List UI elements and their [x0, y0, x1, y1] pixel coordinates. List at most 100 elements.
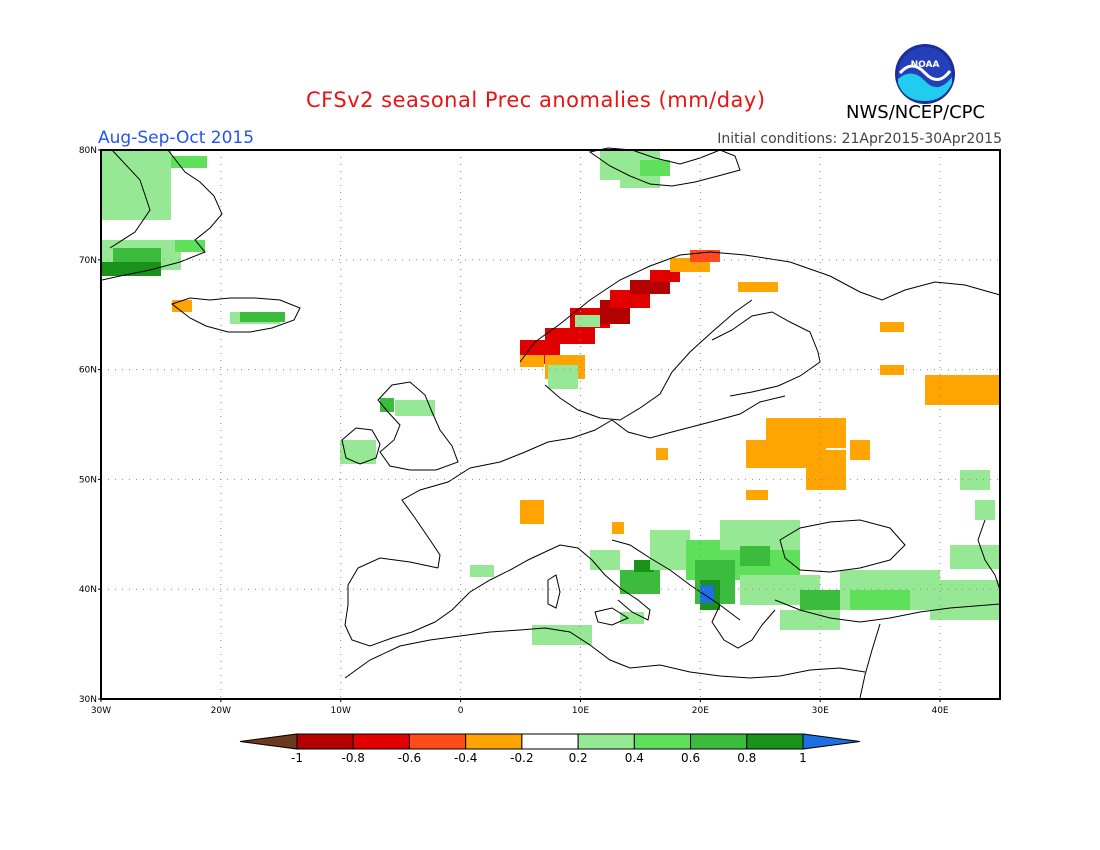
scandinavia-coast: [519, 251, 1001, 363]
anomaly-cell: [240, 312, 285, 322]
caspian-coast: [977, 519, 1001, 591]
lat-label: 70N: [79, 256, 97, 266]
adriatic-coast: [611, 539, 741, 621]
noaa-logo-text: NOAA: [911, 60, 940, 70]
plot-title: CFSv2 seasonal Prec anomalies (mm/day): [306, 88, 766, 112]
colorbar-arrow-right: [802, 733, 861, 750]
anomaly-cell: [806, 450, 846, 490]
lon-label: 40E: [931, 706, 948, 716]
lat-label: 60N: [79, 366, 97, 376]
anomaly-cells: [101, 150, 1000, 645]
black-sea-coast: [779, 519, 906, 573]
lon-label: 30E: [812, 706, 829, 716]
colorbar-label: 1: [799, 751, 807, 765]
colorbar-label: 0.4: [625, 751, 644, 765]
map-frame: [100, 149, 1001, 700]
lon-label: 10W: [331, 706, 351, 716]
anomaly-cell: [395, 400, 435, 416]
colorbar-box: [465, 733, 523, 750]
longitude-labels: 30W 20W 10W 0 10E 20E 30E 40E: [91, 699, 949, 716]
anomaly-cell: [850, 440, 870, 460]
anomaly-cell: [612, 522, 624, 534]
greenland-coast-inner: [109, 149, 151, 249]
anomaly-cell: [746, 490, 768, 500]
sweden-coast: [544, 299, 753, 421]
colorbar-box: [296, 733, 354, 750]
britain-coast: [377, 381, 459, 471]
lon-label: 20W: [211, 706, 231, 716]
agency-label: NWS/NCEP/CPC: [846, 102, 986, 123]
lon-label: 20E: [692, 706, 709, 716]
season-label: Aug-Sep-Oct 2015: [98, 128, 255, 148]
europe-west-coast: [469, 419, 613, 469]
anomaly-cell: [532, 625, 592, 645]
latitude-labels: 80N 70N 60N 50N 40N 30N: [79, 146, 101, 705]
anomaly-cell: [690, 250, 720, 262]
anomaly-cell: [620, 570, 660, 594]
initial-conditions-label: Initial conditions: 21Apr2015-30Apr2015: [717, 131, 1002, 147]
anomaly-cell: [575, 315, 600, 327]
anomaly-cell: [620, 178, 660, 188]
anomaly-cell: [380, 398, 394, 412]
anomaly-cell: [130, 190, 170, 220]
lat-label: 80N: [79, 146, 97, 156]
lon-label: 10E: [572, 706, 589, 716]
anomaly-cell: [738, 282, 778, 292]
colorbar-box: [690, 733, 748, 750]
colorbar-label: -0.8: [342, 751, 365, 765]
anomaly-cell: [700, 585, 714, 603]
colorbar-label: 0.6: [681, 751, 700, 765]
iceland-coast: [170, 297, 301, 333]
colorbar-box: [352, 733, 410, 750]
anomaly-cell: [634, 560, 654, 572]
gridlines: [101, 150, 1000, 699]
anomaly-cell: [520, 355, 544, 367]
anomaly-cell: [590, 550, 620, 570]
anomaly-cell: [172, 300, 192, 312]
lat-label: 50N: [79, 475, 97, 485]
anomaly-cell: [720, 520, 800, 550]
anomaly-cell: [880, 322, 904, 332]
africa-coast: [344, 627, 866, 679]
colorbar-label: 0.2: [569, 751, 588, 765]
lat-label: 30N: [79, 695, 97, 705]
coastlines: [101, 147, 1001, 699]
anomaly-cell: [470, 565, 494, 577]
colorbar-label: -1: [291, 751, 303, 765]
baltic-coast: [611, 395, 786, 439]
lon-label: 0: [458, 706, 464, 716]
anomaly-cell: [520, 500, 544, 524]
anomaly-cell: [950, 545, 1000, 569]
colorbar-label: -0.2: [510, 751, 533, 765]
anomaly-cell: [545, 328, 595, 344]
anomaly-cell: [975, 500, 995, 520]
anomaly-cell: [171, 156, 207, 168]
anomaly-cell: [640, 160, 670, 176]
sicily-coast: [594, 607, 630, 626]
anomaly-cell: [610, 290, 650, 308]
italy-coast: [544, 544, 651, 621]
colorbar-label: -0.4: [454, 751, 477, 765]
anomaly-cell: [113, 248, 161, 266]
colorbar-box: [521, 733, 579, 750]
colorbar-arrow-left: [239, 733, 298, 750]
colorbar-box: [408, 733, 467, 750]
anomaly-cell: [656, 448, 668, 460]
iberia-coast: [344, 551, 546, 647]
noaa-logo-icon: NOAA: [895, 44, 955, 104]
turkey-coast: [774, 599, 1001, 623]
finland-coast: [711, 311, 821, 397]
colorbar-label: -0.6: [398, 751, 421, 765]
france-coast: [401, 467, 471, 569]
anomaly-cell: [925, 375, 1000, 405]
colorbar-box: [577, 733, 635, 750]
greenland-coast: [101, 149, 223, 281]
anomaly-cell: [780, 610, 840, 630]
sardinia-coast: [547, 574, 561, 609]
anomaly-cell: [930, 580, 1000, 620]
colorbar-label: 0.8: [737, 751, 756, 765]
anomaly-cell: [650, 530, 690, 570]
levant-coast: [859, 623, 881, 699]
